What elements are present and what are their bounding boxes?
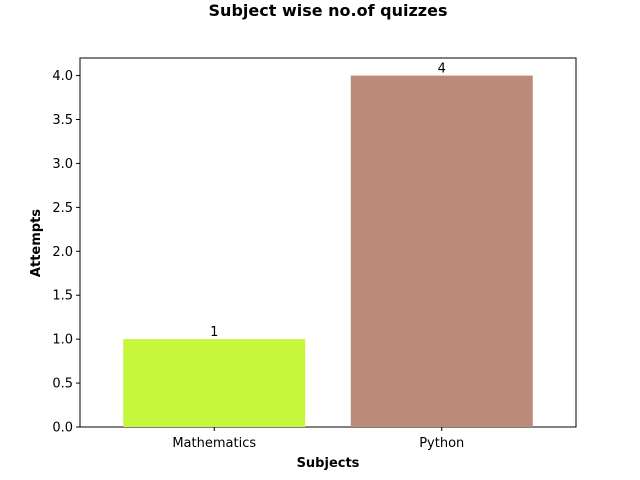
- y-tick-label: 2.5: [52, 201, 73, 216]
- x-tick-label: Mathematics: [172, 436, 256, 451]
- data-label: 4: [438, 62, 446, 77]
- y-tick-label: 2.0: [52, 245, 73, 260]
- bar-mathematics: [123, 339, 306, 427]
- x-axis: Mathematics Python: [172, 427, 464, 451]
- x-axis-label: Subjects: [297, 456, 360, 471]
- y-tick-label: 0.0: [52, 421, 73, 436]
- y-tick-label: 1.5: [52, 289, 73, 304]
- data-labels-group: 14: [210, 62, 446, 341]
- bar-python: [350, 75, 533, 428]
- bars-group: [123, 75, 533, 428]
- y-axis-label: Attempts: [29, 209, 44, 277]
- chart-title: Subject wise no.of quizzes: [209, 1, 448, 20]
- x-tick-label: Python: [419, 436, 464, 451]
- y-tick-label: 3.0: [52, 157, 73, 172]
- y-tick-label: 3.5: [52, 113, 73, 128]
- y-axis: 0.0 0.5 1.0 1.5 2.0 2.5 3.0 3.5 4.0: [52, 69, 80, 436]
- y-tick-label: 4.0: [52, 69, 73, 84]
- y-tick-label: 1.0: [52, 333, 73, 348]
- plot-area-frame: [79, 57, 577, 428]
- data-label: 1: [210, 325, 218, 340]
- y-tick-label: 0.5: [52, 377, 73, 392]
